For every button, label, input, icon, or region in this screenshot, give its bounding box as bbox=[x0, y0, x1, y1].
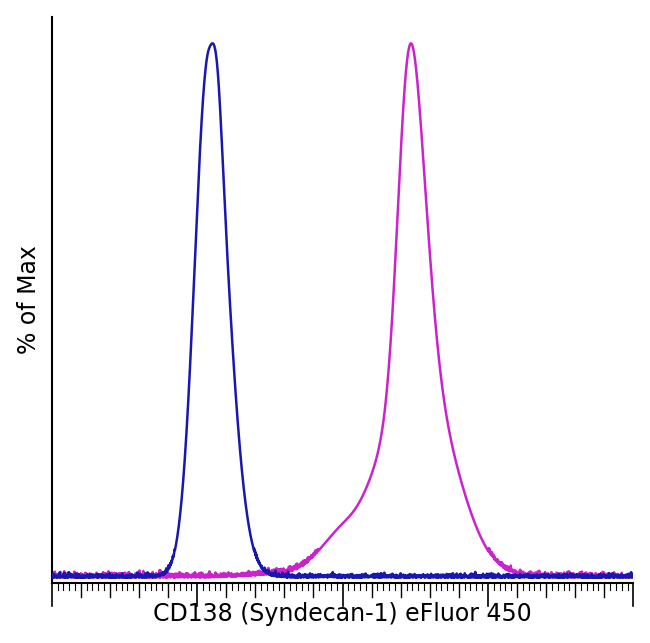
X-axis label: CD138 (Syndecan-1) eFluor 450: CD138 (Syndecan-1) eFluor 450 bbox=[153, 602, 532, 626]
Y-axis label: % of Max: % of Max bbox=[17, 246, 41, 354]
